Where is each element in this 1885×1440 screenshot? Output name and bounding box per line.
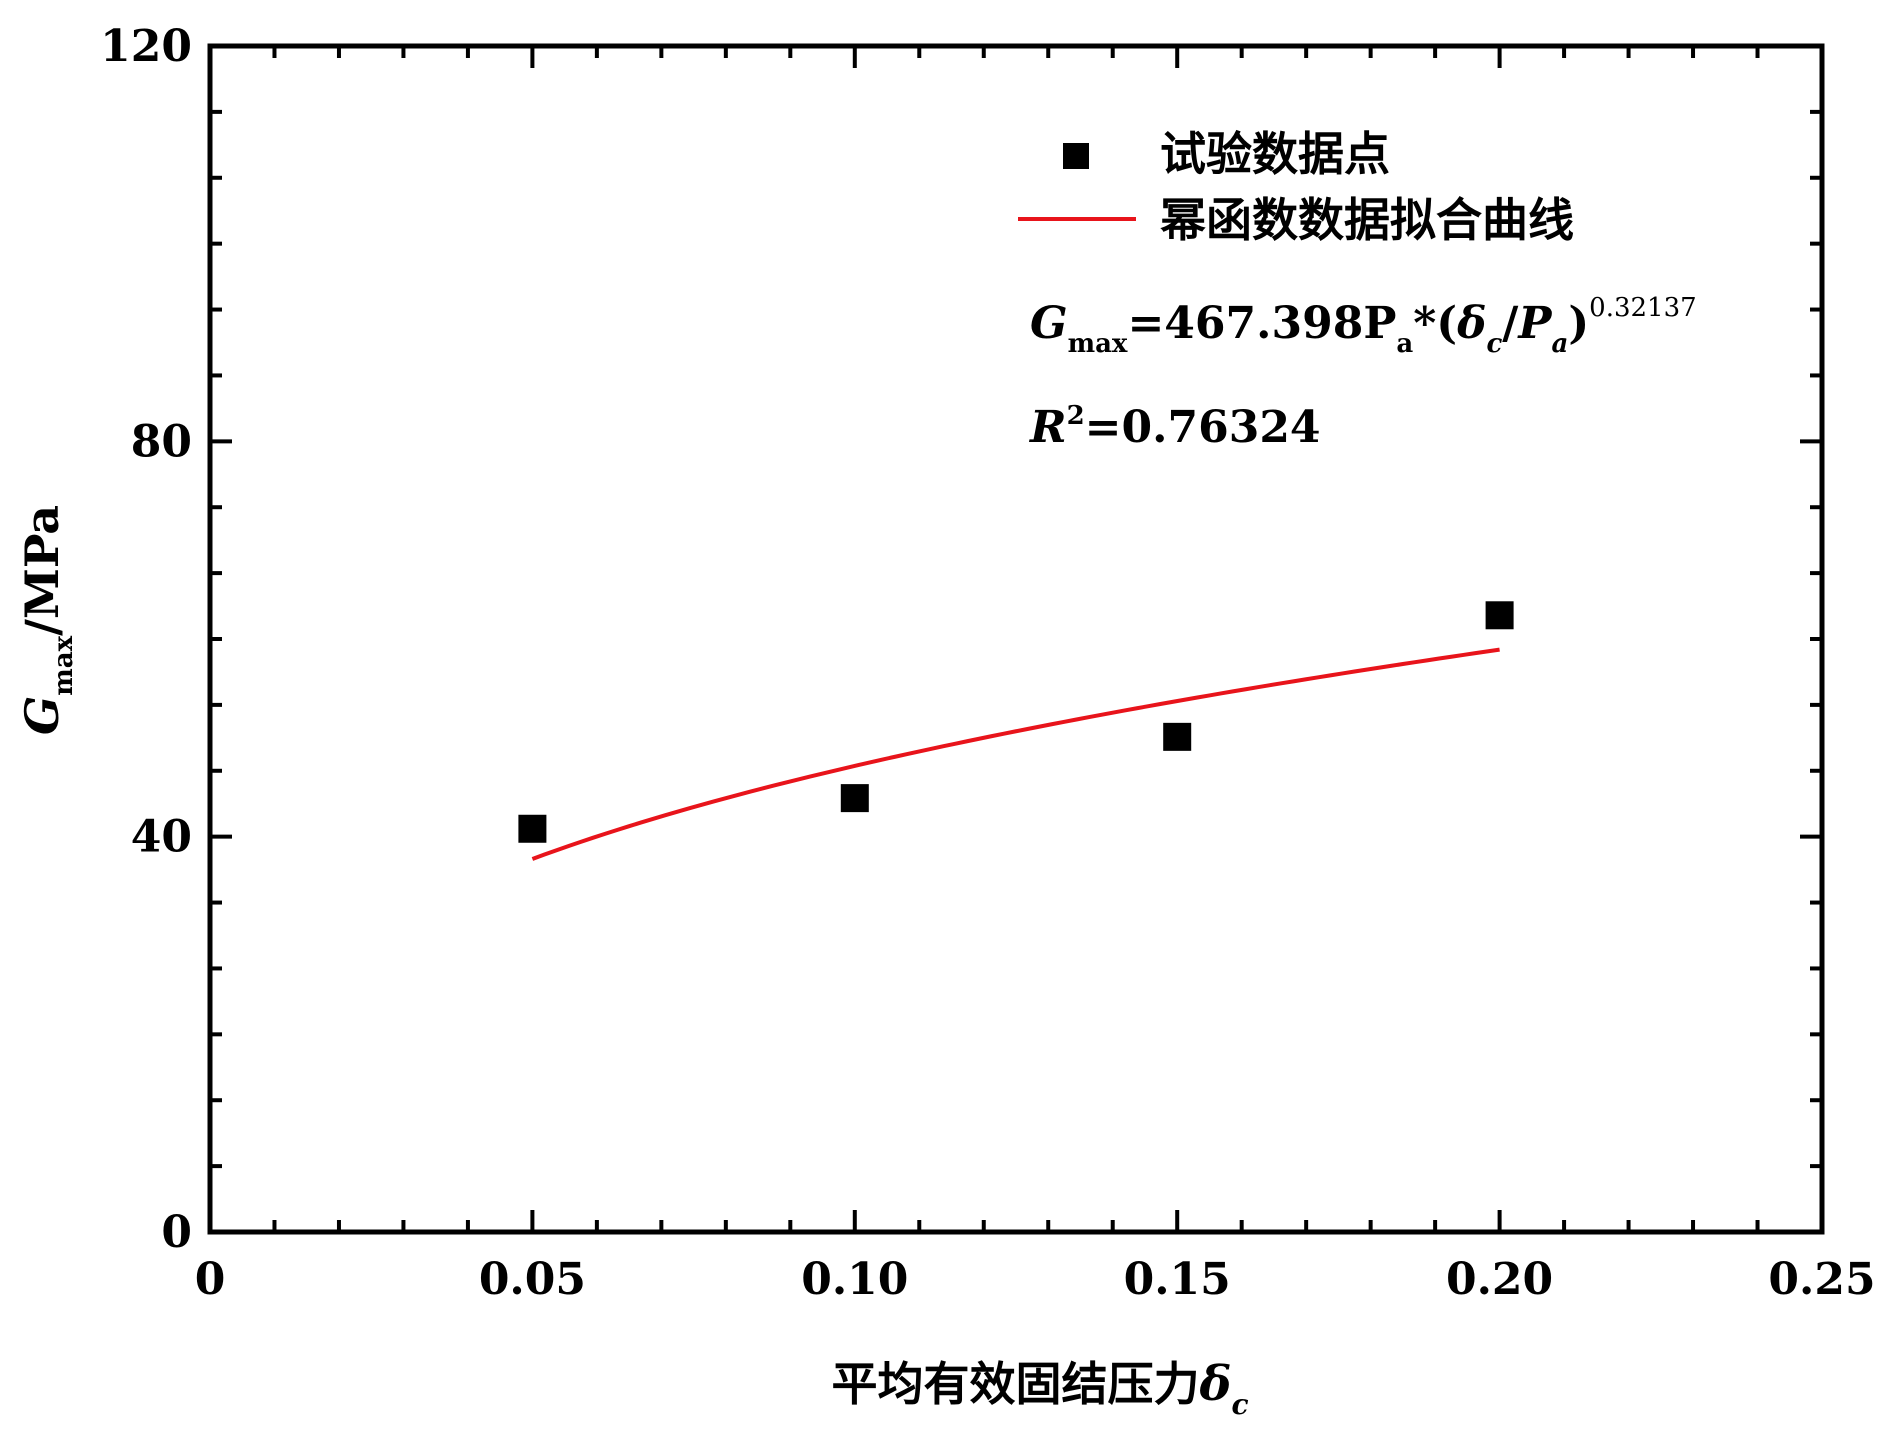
eq-g-sub: max xyxy=(1068,329,1128,359)
tick-labels: 0 0.05 0.10 0.15 0.20 0.25 0 40 80 120 xyxy=(100,21,1875,1305)
y-axis-title: Gmax/MPa xyxy=(15,505,79,735)
legend-marker-square xyxy=(1063,143,1089,169)
eq-coef: =467.398P xyxy=(1127,298,1396,349)
data-point xyxy=(1163,722,1192,751)
ticks xyxy=(208,43,1824,1234)
r2-sup: 2 xyxy=(1067,401,1085,431)
eq-delta-sub: c xyxy=(1486,329,1502,359)
x-axis-title-text: 平均有效固结压力 xyxy=(831,1357,1199,1411)
eq-slash: / xyxy=(1502,298,1519,349)
plot-frame xyxy=(207,43,1825,1235)
x-axis-title-symbol: δ xyxy=(1198,1356,1231,1412)
y-tick-label: 120 xyxy=(100,21,192,72)
y-tick-label: 0 xyxy=(161,1207,192,1258)
eq-p: P xyxy=(1516,298,1553,349)
fit-curve xyxy=(531,647,1500,861)
legend: 试验数据点 幂函数数据拟合曲线 xyxy=(1018,127,1574,247)
plot-area xyxy=(518,601,1514,861)
x-tick-label: 0.20 xyxy=(1446,1254,1553,1305)
axes xyxy=(207,43,1825,1235)
eq-exponent: 0.32137 xyxy=(1589,293,1697,323)
x-tick-label: 0.25 xyxy=(1768,1254,1875,1305)
y-tick-label: 80 xyxy=(131,416,192,467)
x-axis-title-sub: c xyxy=(1231,1388,1248,1421)
data-point xyxy=(518,814,547,843)
y-axis-title-sub: max xyxy=(49,635,79,695)
x-tick-label: 0.15 xyxy=(1124,1254,1231,1305)
y-axis-title-unit: /MPa xyxy=(15,505,69,636)
x-tick-label: 0.05 xyxy=(479,1254,586,1305)
r2-r: R xyxy=(1028,402,1067,453)
data-point xyxy=(840,784,869,813)
eq-g: G xyxy=(1030,298,1068,349)
legend-label-fit-curve: 幂函数数据拟合曲线 xyxy=(1160,193,1574,247)
legend-label-data-points: 试验数据点 xyxy=(1160,127,1390,181)
eq-pa-sub: a xyxy=(1396,329,1413,359)
r2-value: =0.76324 xyxy=(1085,402,1321,453)
x-tick-label: 0.10 xyxy=(801,1254,908,1305)
eq-open: *( xyxy=(1413,298,1457,349)
eq-p-sub: a xyxy=(1551,329,1568,359)
y-tick-label: 40 xyxy=(131,812,192,863)
y-axis-title-symbol: G xyxy=(15,696,69,735)
x-tick-label: 0 xyxy=(195,1254,226,1305)
eq-close: ) xyxy=(1568,298,1589,349)
r-squared: R2=0.76324 xyxy=(1028,401,1321,453)
fit-equation: Gmax=467.398Pa*(δc/Pa)0.32137 xyxy=(1030,293,1697,359)
x-axis-title: 平均有效固结压力δc xyxy=(831,1356,1248,1421)
data-point xyxy=(1485,601,1514,630)
eq-delta: δ xyxy=(1456,298,1486,349)
